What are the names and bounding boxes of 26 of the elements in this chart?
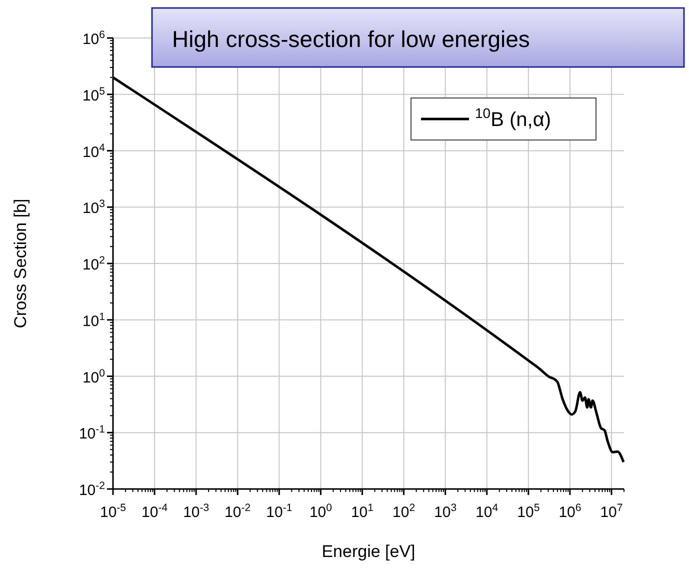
x-tick-label: 10$^{1}$ — [350, 502, 374, 521]
y-tick-label: 10$^{2}$ — [82, 254, 106, 274]
x-axis-title: Energie [eV] — [322, 542, 416, 561]
x-tick-label: 10$^{4}$ — [476, 502, 498, 521]
x-tick-label: 10$^{-1}$ — [266, 502, 292, 521]
x-tick-label: 10$^{7}$ — [600, 502, 623, 521]
x-tick-label: 10$^{6}$ — [558, 502, 582, 521]
x-tick-label: 10$^{-5}$ — [100, 502, 126, 521]
x-tick-label: 10$^{2}$ — [392, 502, 416, 521]
x-tick-label: 10$^{-2}$ — [224, 502, 251, 521]
legend-label: $^{10}$B (n,α) — [475, 105, 552, 131]
y-tick-label: 10$^{3}$ — [82, 198, 106, 218]
y-tick-label: 10$^{-1}$ — [78, 424, 106, 443]
x-tick-label: 10$^{5}$ — [517, 502, 540, 521]
y-tick-label: 10$^{4}$ — [82, 142, 106, 161]
y-tick-label: 10$^{5}$ — [82, 85, 106, 104]
x-tick-label: 10$^{0}$ — [309, 502, 332, 521]
x-tick-label: 10$^{-3}$ — [183, 502, 210, 521]
chart-title: High cross-section for low energies — [172, 26, 530, 52]
y-tick-label: 10$^{-2}$ — [78, 480, 106, 499]
x-tick-label: 10$^{3}$ — [434, 502, 457, 521]
y-tick-label: 10$^{0}$ — [82, 367, 106, 386]
y-axis-title: Cross Section [b] — [11, 198, 30, 328]
x-tick-label: 10$^{-4}$ — [142, 502, 168, 521]
y-tick-label: 10$^{6}$ — [82, 29, 106, 48]
y-tick-label: 10$^{1}$ — [82, 310, 106, 330]
